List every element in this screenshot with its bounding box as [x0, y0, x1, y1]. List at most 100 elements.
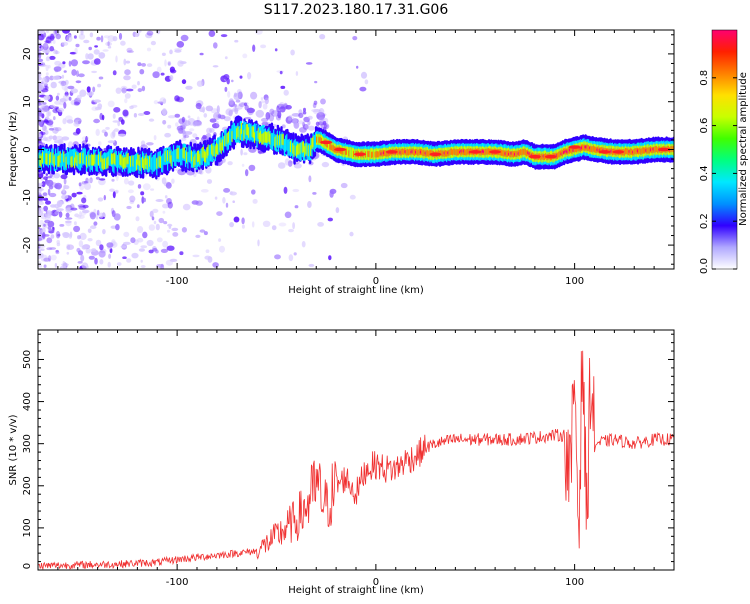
speckle-dot — [146, 239, 154, 247]
y-tick-label: 500 — [22, 350, 33, 369]
speckle-dot — [53, 172, 60, 179]
speckle-dot — [68, 60, 72, 67]
x-tick-label: -100 — [166, 577, 189, 588]
y-tick-label: 100 — [22, 518, 33, 537]
speckle-dot — [115, 55, 118, 63]
speckle-dot — [291, 117, 295, 123]
speckle-dot — [181, 79, 187, 85]
speckle-dot — [89, 32, 94, 38]
colorbar-ticks: 0.0 0.2 0.4 0.6 0.8 — [699, 29, 738, 274]
speckle-dot — [38, 133, 42, 138]
speckle-dot — [115, 189, 119, 194]
speckle-dot — [262, 103, 268, 110]
speckle-dot — [68, 96, 72, 101]
speckle-dot — [313, 109, 322, 115]
speckle-dot — [81, 136, 90, 141]
speckle-dot — [317, 222, 324, 227]
speckle-dot — [294, 205, 299, 209]
y-tick-label: 400 — [22, 392, 33, 411]
speckle-dot — [91, 70, 97, 74]
speckle-dot — [66, 119, 74, 124]
speckle-dot — [66, 34, 73, 43]
speckle-dot — [62, 232, 70, 239]
speckle-dot — [130, 237, 136, 244]
speckle-dot — [233, 216, 240, 223]
speckle-dot — [93, 118, 100, 124]
speckle-dot — [315, 121, 320, 127]
y-tick-label: 20 — [22, 48, 33, 61]
speckle-dot — [45, 116, 49, 120]
speckle-dot — [43, 176, 48, 180]
speckle-dot — [90, 225, 97, 230]
speckle-dot — [94, 257, 98, 265]
speckle-dot — [38, 35, 42, 40]
y-tick-label: -10 — [22, 189, 33, 205]
speckle-dot — [303, 107, 306, 112]
speckle-dot — [216, 120, 219, 128]
snr-y-axis-label: SNR (10 * v/v) — [8, 414, 19, 485]
speckle-dot — [50, 33, 55, 41]
speckle-dot — [55, 250, 60, 255]
speckle-dot — [142, 183, 151, 191]
y-tick-label: 0 — [22, 146, 33, 152]
speckle-dot — [175, 122, 179, 127]
speckle-dot — [210, 108, 219, 114]
speckle-dot — [77, 215, 85, 219]
speckle-dot — [321, 161, 330, 168]
speckle-dot — [79, 232, 87, 240]
speckle-dot — [169, 66, 175, 73]
speckle-dot — [166, 245, 175, 251]
speckle-dot — [61, 136, 70, 141]
speckle-dot — [39, 120, 44, 128]
speckle-dot — [77, 261, 83, 264]
speckle-dot — [96, 209, 100, 216]
speckle-dot — [199, 52, 204, 56]
speckle-dot — [70, 59, 78, 67]
speckle-dot — [87, 178, 93, 184]
speckle-dot — [260, 97, 264, 101]
speckle-dot — [155, 199, 164, 202]
speckle-dot — [54, 129, 58, 135]
speckle-dot — [112, 191, 116, 199]
speckle-dot — [116, 262, 122, 266]
speckle-dot — [162, 210, 166, 214]
speckle-dot — [156, 237, 163, 243]
speckle-dot — [212, 123, 220, 129]
speckle-dot — [45, 173, 48, 176]
speckle-dot — [275, 114, 282, 121]
speckle-dot — [49, 75, 54, 81]
speckle-dot — [195, 234, 201, 238]
speckle-dot — [61, 74, 65, 79]
speckle-dot — [97, 197, 104, 202]
speckle-dot — [61, 41, 69, 46]
speckle-dot — [155, 249, 159, 254]
speckle-dot — [279, 106, 286, 113]
speckle-dot — [139, 30, 142, 33]
speckle-dot — [129, 195, 136, 203]
speckle-dot — [171, 227, 179, 232]
speckle-dot — [183, 134, 190, 139]
speckle-dot — [312, 192, 317, 195]
speckle-dot — [54, 127, 62, 132]
speckle-dot — [142, 231, 148, 239]
speckle-dot — [140, 191, 145, 196]
speckle-dot — [53, 50, 60, 55]
speckle-dot — [153, 100, 159, 105]
speckle-dot — [66, 244, 75, 250]
speckle-dot — [212, 65, 219, 68]
speckle-dot — [107, 261, 111, 268]
speckle-dot — [215, 113, 222, 118]
speckle-dot — [73, 35, 77, 39]
speckle-dot — [264, 97, 269, 105]
speckle-dot — [69, 231, 73, 238]
speckle-dot — [50, 81, 57, 89]
speckle-dot — [233, 92, 237, 98]
speckle-dot — [205, 105, 214, 112]
ridge-hotspot — [612, 150, 625, 154]
speckle-dot — [283, 186, 288, 194]
speckle-dot — [271, 225, 277, 231]
speckle-dot — [205, 249, 210, 253]
speckle-dot — [278, 222, 287, 227]
speckle-dot — [71, 69, 77, 76]
speckle-dot — [292, 222, 295, 230]
